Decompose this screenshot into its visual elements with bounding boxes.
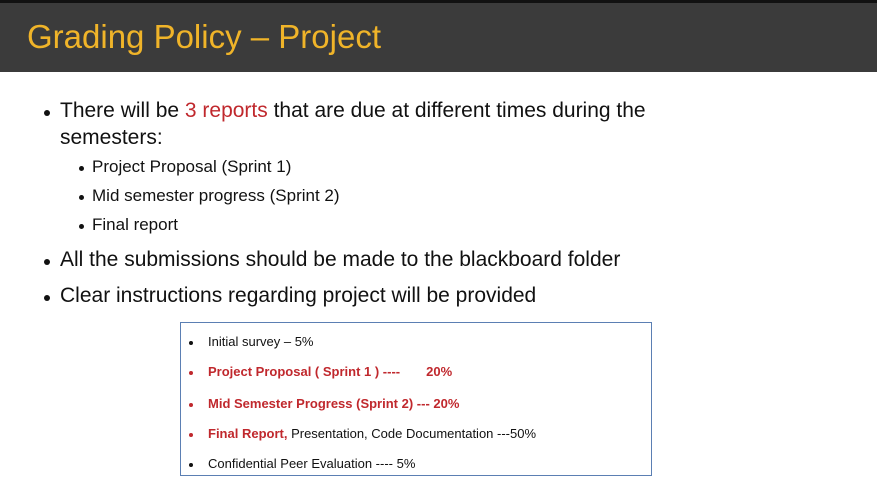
bullet-reports: There will be 3 reports that are due at … <box>60 98 646 124</box>
breakdown-bullet-dot <box>189 463 193 467</box>
breakdown-final-report: Final Report, Presentation, Code Documen… <box>208 426 536 442</box>
breakdown-bullet-dot <box>189 371 193 375</box>
sub-item-mid-semester: Mid semester progress (Sprint 2) <box>92 186 340 205</box>
sub-item-final-report: Final report <box>92 215 178 234</box>
bullet-dot <box>44 259 50 265</box>
reports-text-post: that are due at different times during t… <box>267 99 646 122</box>
breakdown-project-proposal-label: Project Proposal ( Sprint 1 ) ---- <box>208 364 401 379</box>
sub-item-proposal: Project Proposal (Sprint 1) <box>92 157 292 176</box>
breakdown-bullet-dot <box>189 433 193 437</box>
breakdown-initial-survey: Initial survey – 5% <box>208 334 314 349</box>
bullet-submissions: All the submissions should be made to th… <box>60 248 621 271</box>
bullet-dot <box>44 110 50 116</box>
breakdown-final-report-rest: Presentation, Code Documentation ---50% <box>287 426 537 441</box>
bullet-instructions: Clear instructions regarding project wil… <box>60 284 537 307</box>
title-bar: Grading Policy – Project <box>0 0 877 72</box>
breakdown-bullet-dot <box>189 341 193 345</box>
reports-highlight: 3 reports <box>184 99 268 122</box>
sub-bullet-dot <box>79 195 84 200</box>
slide-title: Grading Policy – Project <box>27 18 381 55</box>
sub-bullet-dot <box>79 166 84 171</box>
sub-bullet-dot <box>79 224 84 229</box>
bullet-reports-continued: semesters: <box>60 126 163 149</box>
breakdown-final-report-label: Final Report, <box>208 426 288 441</box>
reports-text-pre: There will be <box>60 99 185 122</box>
breakdown-peer-evaluation: Confidential Peer Evaluation ---- 5% <box>208 456 416 471</box>
breakdown-project-proposal: Project Proposal ( Sprint 1 ) ---- 20% <box>208 364 452 380</box>
breakdown-project-proposal-value: 20% <box>426 364 453 379</box>
breakdown-bullet-dot <box>189 403 193 407</box>
grade-breakdown-box: Initial survey – 5% Project Proposal ( S… <box>180 322 652 476</box>
bullet-dot <box>44 295 50 301</box>
breakdown-mid-semester: Mid Semester Progress (Sprint 2) --- 20% <box>208 396 460 411</box>
